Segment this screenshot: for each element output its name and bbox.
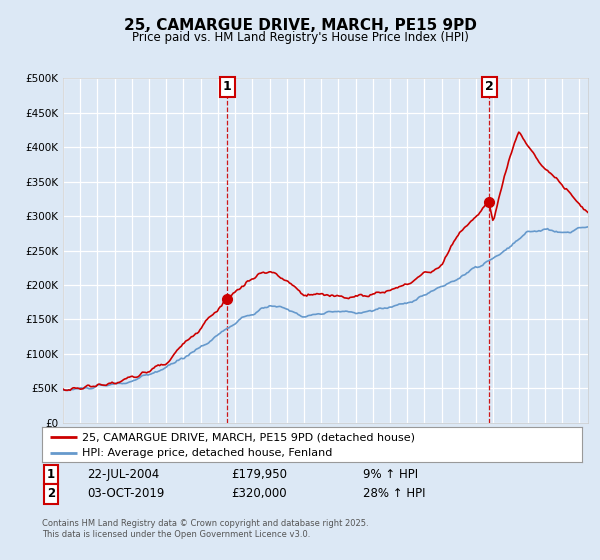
Text: 25, CAMARGUE DRIVE, MARCH, PE15 9PD (detached house): 25, CAMARGUE DRIVE, MARCH, PE15 9PD (det… <box>83 432 415 442</box>
Text: HPI: Average price, detached house, Fenland: HPI: Average price, detached house, Fenl… <box>83 449 333 458</box>
Text: Price paid vs. HM Land Registry's House Price Index (HPI): Price paid vs. HM Land Registry's House … <box>131 31 469 44</box>
Text: 1: 1 <box>47 468 55 481</box>
Text: 9% ↑ HPI: 9% ↑ HPI <box>363 468 418 481</box>
Text: 1: 1 <box>223 81 232 94</box>
Text: Contains HM Land Registry data © Crown copyright and database right 2025.
This d: Contains HM Land Registry data © Crown c… <box>42 519 368 539</box>
Text: 03-OCT-2019: 03-OCT-2019 <box>87 487 164 501</box>
Text: 2: 2 <box>485 81 493 94</box>
Text: £320,000: £320,000 <box>231 487 287 501</box>
Text: 28% ↑ HPI: 28% ↑ HPI <box>363 487 425 501</box>
Text: 25, CAMARGUE DRIVE, MARCH, PE15 9PD: 25, CAMARGUE DRIVE, MARCH, PE15 9PD <box>124 18 476 33</box>
Text: 2: 2 <box>47 487 55 501</box>
Text: 22-JUL-2004: 22-JUL-2004 <box>87 468 159 481</box>
Text: £179,950: £179,950 <box>231 468 287 481</box>
